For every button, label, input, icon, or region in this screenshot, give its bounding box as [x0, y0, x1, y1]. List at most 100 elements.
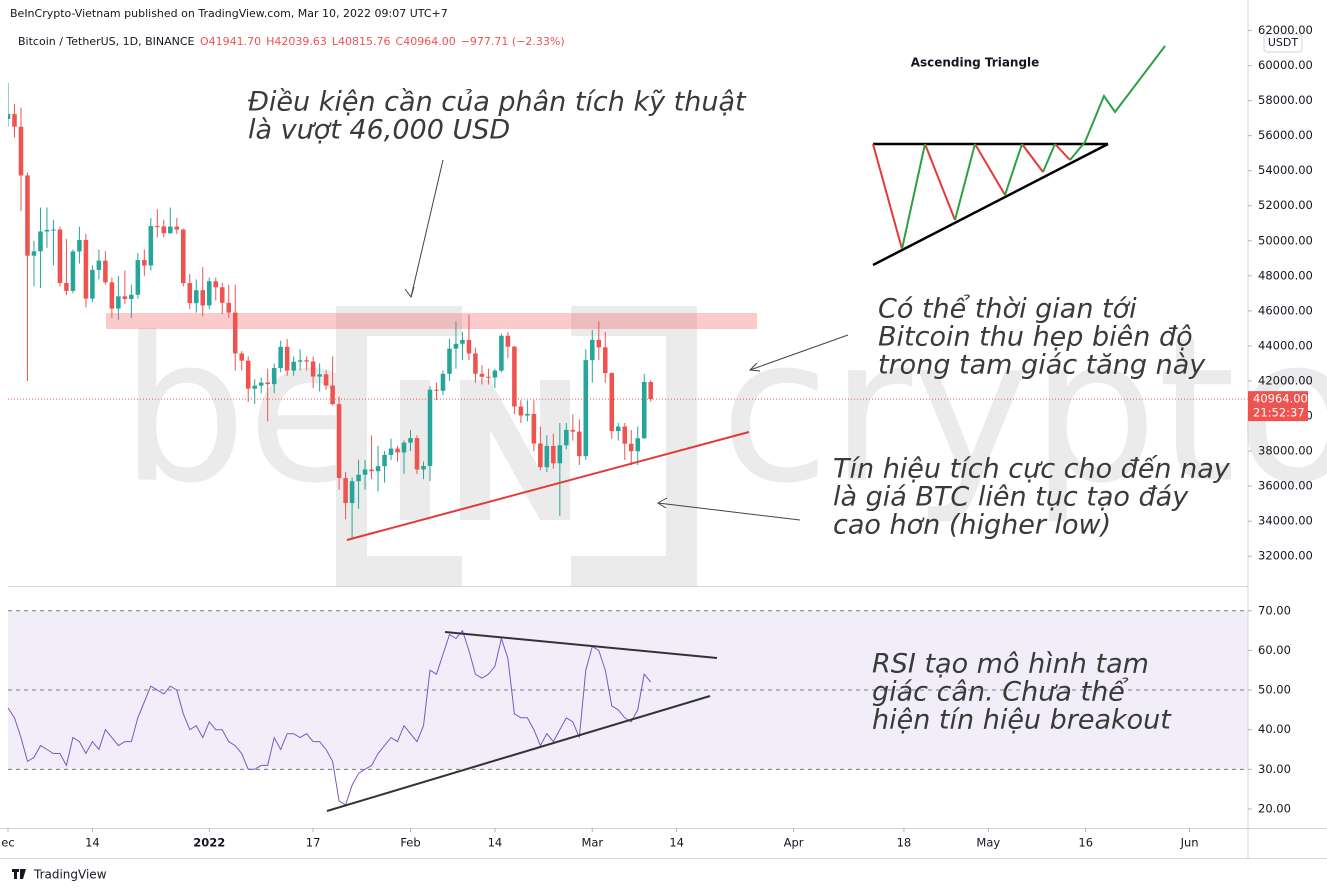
candle-body	[245, 360, 251, 389]
candle-body	[109, 282, 115, 309]
candle-body	[12, 114, 17, 127]
y-tick-label: 52000.00	[1258, 198, 1313, 212]
ohlc-legend: O41941.70 H42039.63 L40815.76 C40964.00 −977…	[200, 35, 565, 48]
x-tick-label: ec	[1, 836, 14, 850]
candle-body	[421, 465, 426, 470]
y-tick-label: 20.00	[1258, 801, 1291, 815]
candle-body	[628, 443, 634, 452]
candle-body	[641, 381, 647, 439]
watermark-text: be	[120, 295, 370, 528]
candle-body	[447, 348, 452, 374]
candle-body	[349, 481, 355, 504]
annotation: trong tam giác tăng này	[878, 350, 1206, 381]
candle-body	[635, 438, 641, 452]
arrow-head	[657, 497, 668, 509]
candle-body	[622, 426, 628, 444]
y-tick-label: 48000.00	[1258, 268, 1313, 282]
y-tick-label: 46000.00	[1258, 303, 1313, 317]
x-tick-label: 18	[897, 836, 912, 850]
arrow	[749, 334, 849, 371]
annotation: cao hơn (higher low)	[833, 510, 1111, 541]
candle-body	[596, 339, 602, 348]
candle-body	[570, 429, 576, 432]
y-tick-label: 54000.00	[1258, 163, 1313, 177]
arrow	[657, 502, 801, 521]
candle-body	[135, 260, 141, 295]
x-tick-label: Jun	[1180, 836, 1199, 850]
candle-body	[129, 294, 134, 299]
trendline	[326, 695, 711, 812]
candle-body	[116, 296, 121, 309]
candle-body	[252, 385, 257, 389]
candle-body	[551, 445, 556, 464]
candle-body	[583, 360, 589, 457]
y-tick-label: 50000.00	[1258, 233, 1313, 247]
candle-body	[297, 360, 303, 362]
candle-body	[103, 260, 108, 283]
y-tick-label: 42000.00	[1258, 373, 1313, 387]
candle-body	[518, 406, 524, 416]
candle-body	[486, 376, 491, 378]
annotation: hiện tín hiệu breakout	[872, 705, 1172, 736]
rsi-line	[8, 629, 652, 806]
candle-body	[258, 382, 264, 386]
candle-body	[330, 385, 335, 405]
watermark-logo	[336, 306, 697, 586]
candle-body	[492, 370, 498, 378]
candle-body	[310, 361, 316, 377]
candle-body	[577, 431, 582, 457]
pattern-title: Ascending Triangle	[911, 56, 1040, 70]
x-tick-label: 2022	[193, 836, 225, 850]
candle-body	[239, 353, 244, 361]
candle-body	[291, 361, 296, 371]
annotation: RSI tạo mô hình tam	[872, 649, 1149, 680]
x-tick-label: 17	[306, 836, 321, 850]
candle-body	[440, 373, 446, 391]
candle-body	[271, 368, 277, 385]
candle-body	[564, 429, 569, 446]
candle-body	[226, 302, 232, 313]
zigzag-up	[901, 45, 1166, 250]
y-tick-label: 30.00	[1258, 762, 1291, 776]
x-tick-label: 16	[1078, 836, 1093, 850]
candle-body	[388, 448, 394, 455]
candle-body	[615, 426, 621, 432]
annotation: là giá BTC liên tục tạo đáy	[833, 482, 1189, 513]
triangle-bottom	[872, 142, 1109, 267]
price-tag	[1248, 391, 1308, 422]
ohlc-value: L40815.76	[332, 35, 391, 48]
candle-body	[8, 114, 11, 120]
candle-body	[505, 335, 511, 347]
y-tick-label: 44000.00	[1258, 338, 1313, 352]
arrow-head	[748, 362, 761, 372]
x-tick-label: 14	[488, 836, 503, 850]
arrow	[410, 159, 444, 298]
ohlc-value: O41941.70	[200, 35, 261, 48]
annotation: Điều kiện cần của phân tích kỹ thuật	[248, 87, 747, 118]
candle-body	[343, 478, 348, 504]
candle-body	[408, 438, 413, 443]
candle-body	[265, 382, 270, 385]
tv-logo	[12, 869, 26, 879]
candle-body	[499, 335, 504, 371]
footer: TradingView	[33, 868, 107, 882]
y-tick-label: 34000.00	[1258, 514, 1313, 528]
candle-body	[369, 469, 374, 472]
x-tick-label: Feb	[400, 836, 420, 850]
y-tick-label: 60.00	[1258, 643, 1291, 657]
x-tick-label: Apr	[784, 836, 804, 850]
y-tick-label: 38000.00	[1258, 444, 1313, 458]
candle-body	[181, 229, 186, 284]
candle-body	[187, 283, 193, 304]
price-tag-label: 40964.00	[1253, 392, 1308, 406]
candle-body	[525, 413, 530, 416]
candle-body	[434, 389, 439, 391]
candle-body	[51, 229, 56, 231]
published: BeInCrypto-Vietnam published on TradingV…	[10, 7, 448, 20]
candle-body	[44, 229, 50, 232]
candle-body	[38, 231, 43, 252]
candle-body	[200, 290, 206, 306]
watermark-text: crypto	[720, 295, 1327, 528]
candle-body	[284, 346, 290, 371]
